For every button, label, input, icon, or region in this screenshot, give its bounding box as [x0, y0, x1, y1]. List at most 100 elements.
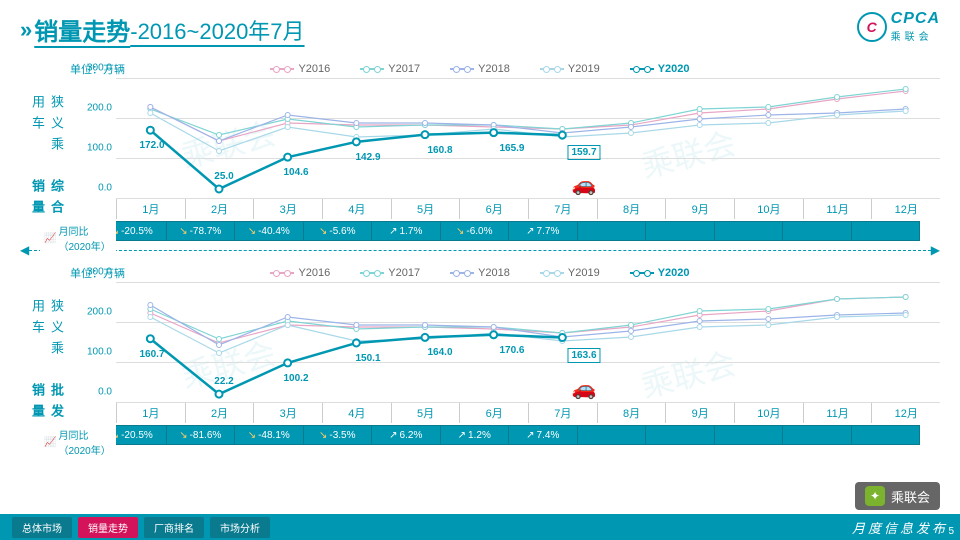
data-label: 163.6	[567, 348, 600, 363]
logo-cn: 乘联会	[891, 28, 940, 43]
y-tick: 200.0	[87, 103, 112, 114]
yoy-cell: ↘-3.5%	[303, 426, 372, 444]
y-tick: 100.0	[87, 143, 112, 154]
x-tick: 5月	[391, 199, 460, 219]
plot-area: 0.0100.0200.0300.0 160.722.2100.2150.116…	[76, 283, 940, 423]
data-label: 165.9	[499, 143, 524, 154]
x-tick: 7月	[528, 403, 597, 423]
footer: 总体市场销量走势厂商排名市场分析 月度信息发布 5	[0, 514, 960, 540]
y-tick: 300.0	[87, 267, 112, 278]
x-tick: 4月	[322, 199, 391, 219]
legend-item: .lsw[style*='#9db4e8']::before,.lsw[styl…	[450, 63, 510, 75]
footer-tab[interactable]: 厂商排名	[144, 517, 204, 538]
data-label: 172.0	[139, 140, 164, 151]
yoy-cell-empty	[782, 222, 851, 240]
yoy-cell-empty	[577, 222, 646, 240]
y-tick: 300.0	[87, 63, 112, 74]
x-tick: 2月	[185, 199, 254, 219]
plot-area: 0.0100.0200.0300.0 172.025.0104.6142.916…	[76, 79, 940, 219]
legend-item: .lsw[style*='#0097b2']::before,.lsw[styl…	[630, 63, 690, 75]
yoy-cell-empty	[851, 222, 920, 240]
car-icon: 🚗	[572, 172, 597, 197]
logo-cpca: CPCA	[891, 10, 940, 28]
yoy-cell-empty	[645, 222, 714, 240]
x-tick: 7月	[528, 199, 597, 219]
x-tick: 11月	[803, 403, 872, 423]
data-label: 150.1	[355, 353, 380, 364]
x-tick: 8月	[597, 199, 666, 219]
legend-item: .lsw[style*='#a8d8e8']::before,.lsw[styl…	[540, 267, 600, 279]
x-tick: 10月	[734, 199, 803, 219]
legend-item: .lsw[style*='#7fd4d4']::before,.lsw[styl…	[360, 63, 420, 75]
x-tick: 12月	[871, 403, 940, 423]
yoy-cell: ↗6.2%	[371, 426, 440, 444]
data-label: 160.8	[427, 145, 452, 156]
data-label: 160.7	[139, 349, 164, 360]
x-tick: 4月	[322, 403, 391, 423]
data-label: 25.0	[214, 171, 233, 182]
yoy-cell-empty	[782, 426, 851, 444]
logo-badge-icon: C	[857, 12, 887, 42]
title-main: 销量走势	[34, 12, 130, 47]
divider: ◀▶	[0, 241, 960, 259]
x-tick: 11月	[803, 199, 872, 219]
y-tick: 200.0	[87, 307, 112, 318]
yoy-cell-empty	[577, 426, 646, 444]
chart-block-0: 单位：万辆 狭义乘用车综合销量 .lsw[style*='#e8a5c4']::…	[0, 55, 960, 241]
page-number: 5	[948, 526, 954, 537]
chart-block-1: 单位：万辆 狭义乘用车批发销量 .lsw[style*='#e8a5c4']::…	[0, 259, 960, 445]
y-tick: 0.0	[98, 183, 112, 194]
yoy-cell-empty	[714, 426, 783, 444]
car-icon: 🚗	[572, 376, 597, 401]
wechat-text: 乘联会	[891, 487, 930, 506]
x-tick: 12月	[871, 199, 940, 219]
legend: .lsw[style*='#e8a5c4']::before,.lsw[styl…	[20, 263, 940, 279]
yoy-cell: ↘-5.6%	[303, 222, 372, 240]
chart-svg	[116, 283, 940, 403]
data-label: 104.6	[283, 167, 308, 178]
footer-tab[interactable]: 总体市场	[12, 517, 72, 538]
wechat-badge: ✦ 乘联会	[855, 482, 940, 510]
x-tick: 1月	[116, 403, 185, 423]
chevron-icon: »	[20, 17, 26, 43]
y-tick: 100.0	[87, 347, 112, 358]
x-tick: 5月	[391, 403, 460, 423]
title-sub: -2016~2020年7月	[130, 14, 304, 46]
x-tick: 2月	[185, 403, 254, 423]
yoy-cell: ↗7.7%	[508, 222, 577, 240]
vertical-label: 狭义乘用车综合销量	[26, 95, 66, 241]
data-label: 159.7	[567, 145, 600, 160]
yoy-row: ↘-20.5%↘-78.7%↘-40.4%↘-5.6%↗1.7%↘-6.0%↗7…	[96, 221, 920, 241]
x-tick: 9月	[665, 199, 734, 219]
x-tick: 8月	[597, 403, 666, 423]
data-label: 22.2	[214, 376, 233, 387]
vertical-label: 狭义乘用车批发销量	[26, 299, 66, 445]
x-tick: 9月	[665, 403, 734, 423]
yoy-label: 📈月同比（2020年）	[40, 221, 116, 255]
data-label: 100.2	[283, 373, 308, 384]
legend-item: .lsw[style*='#7fd4d4']::before,.lsw[styl…	[360, 267, 420, 279]
yoy-cell-empty	[851, 426, 920, 444]
x-tick: 6月	[459, 403, 528, 423]
yoy-cell: ↗1.7%	[371, 222, 440, 240]
yoy-cell: ↗1.2%	[440, 426, 509, 444]
header: » 销量走势 -2016~2020年7月	[0, 0, 960, 55]
legend-item: .lsw[style*='#e8a5c4']::before,.lsw[styl…	[270, 267, 330, 279]
yoy-cell: ↘-6.0%	[440, 222, 509, 240]
footer-tab[interactable]: 市场分析	[210, 517, 270, 538]
yoy-cell: ↘-40.4%	[234, 222, 303, 240]
x-tick: 10月	[734, 403, 803, 423]
yoy-cell-empty	[714, 222, 783, 240]
footer-tab[interactable]: 销量走势	[78, 517, 138, 538]
yoy-cell: ↘-78.7%	[166, 222, 235, 240]
yoy-cell: ↘-81.6%	[166, 426, 235, 444]
footer-right: 月度信息发布	[852, 518, 948, 537]
y-tick: 0.0	[98, 387, 112, 398]
x-tick: 6月	[459, 199, 528, 219]
yoy-cell: ↗7.4%	[508, 426, 577, 444]
data-label: 142.9	[355, 152, 380, 163]
yoy-cell: ↘-48.1%	[234, 426, 303, 444]
legend: .lsw[style*='#e8a5c4']::before,.lsw[styl…	[20, 59, 940, 75]
data-label: 170.6	[499, 345, 524, 356]
x-tick: 3月	[253, 403, 322, 423]
